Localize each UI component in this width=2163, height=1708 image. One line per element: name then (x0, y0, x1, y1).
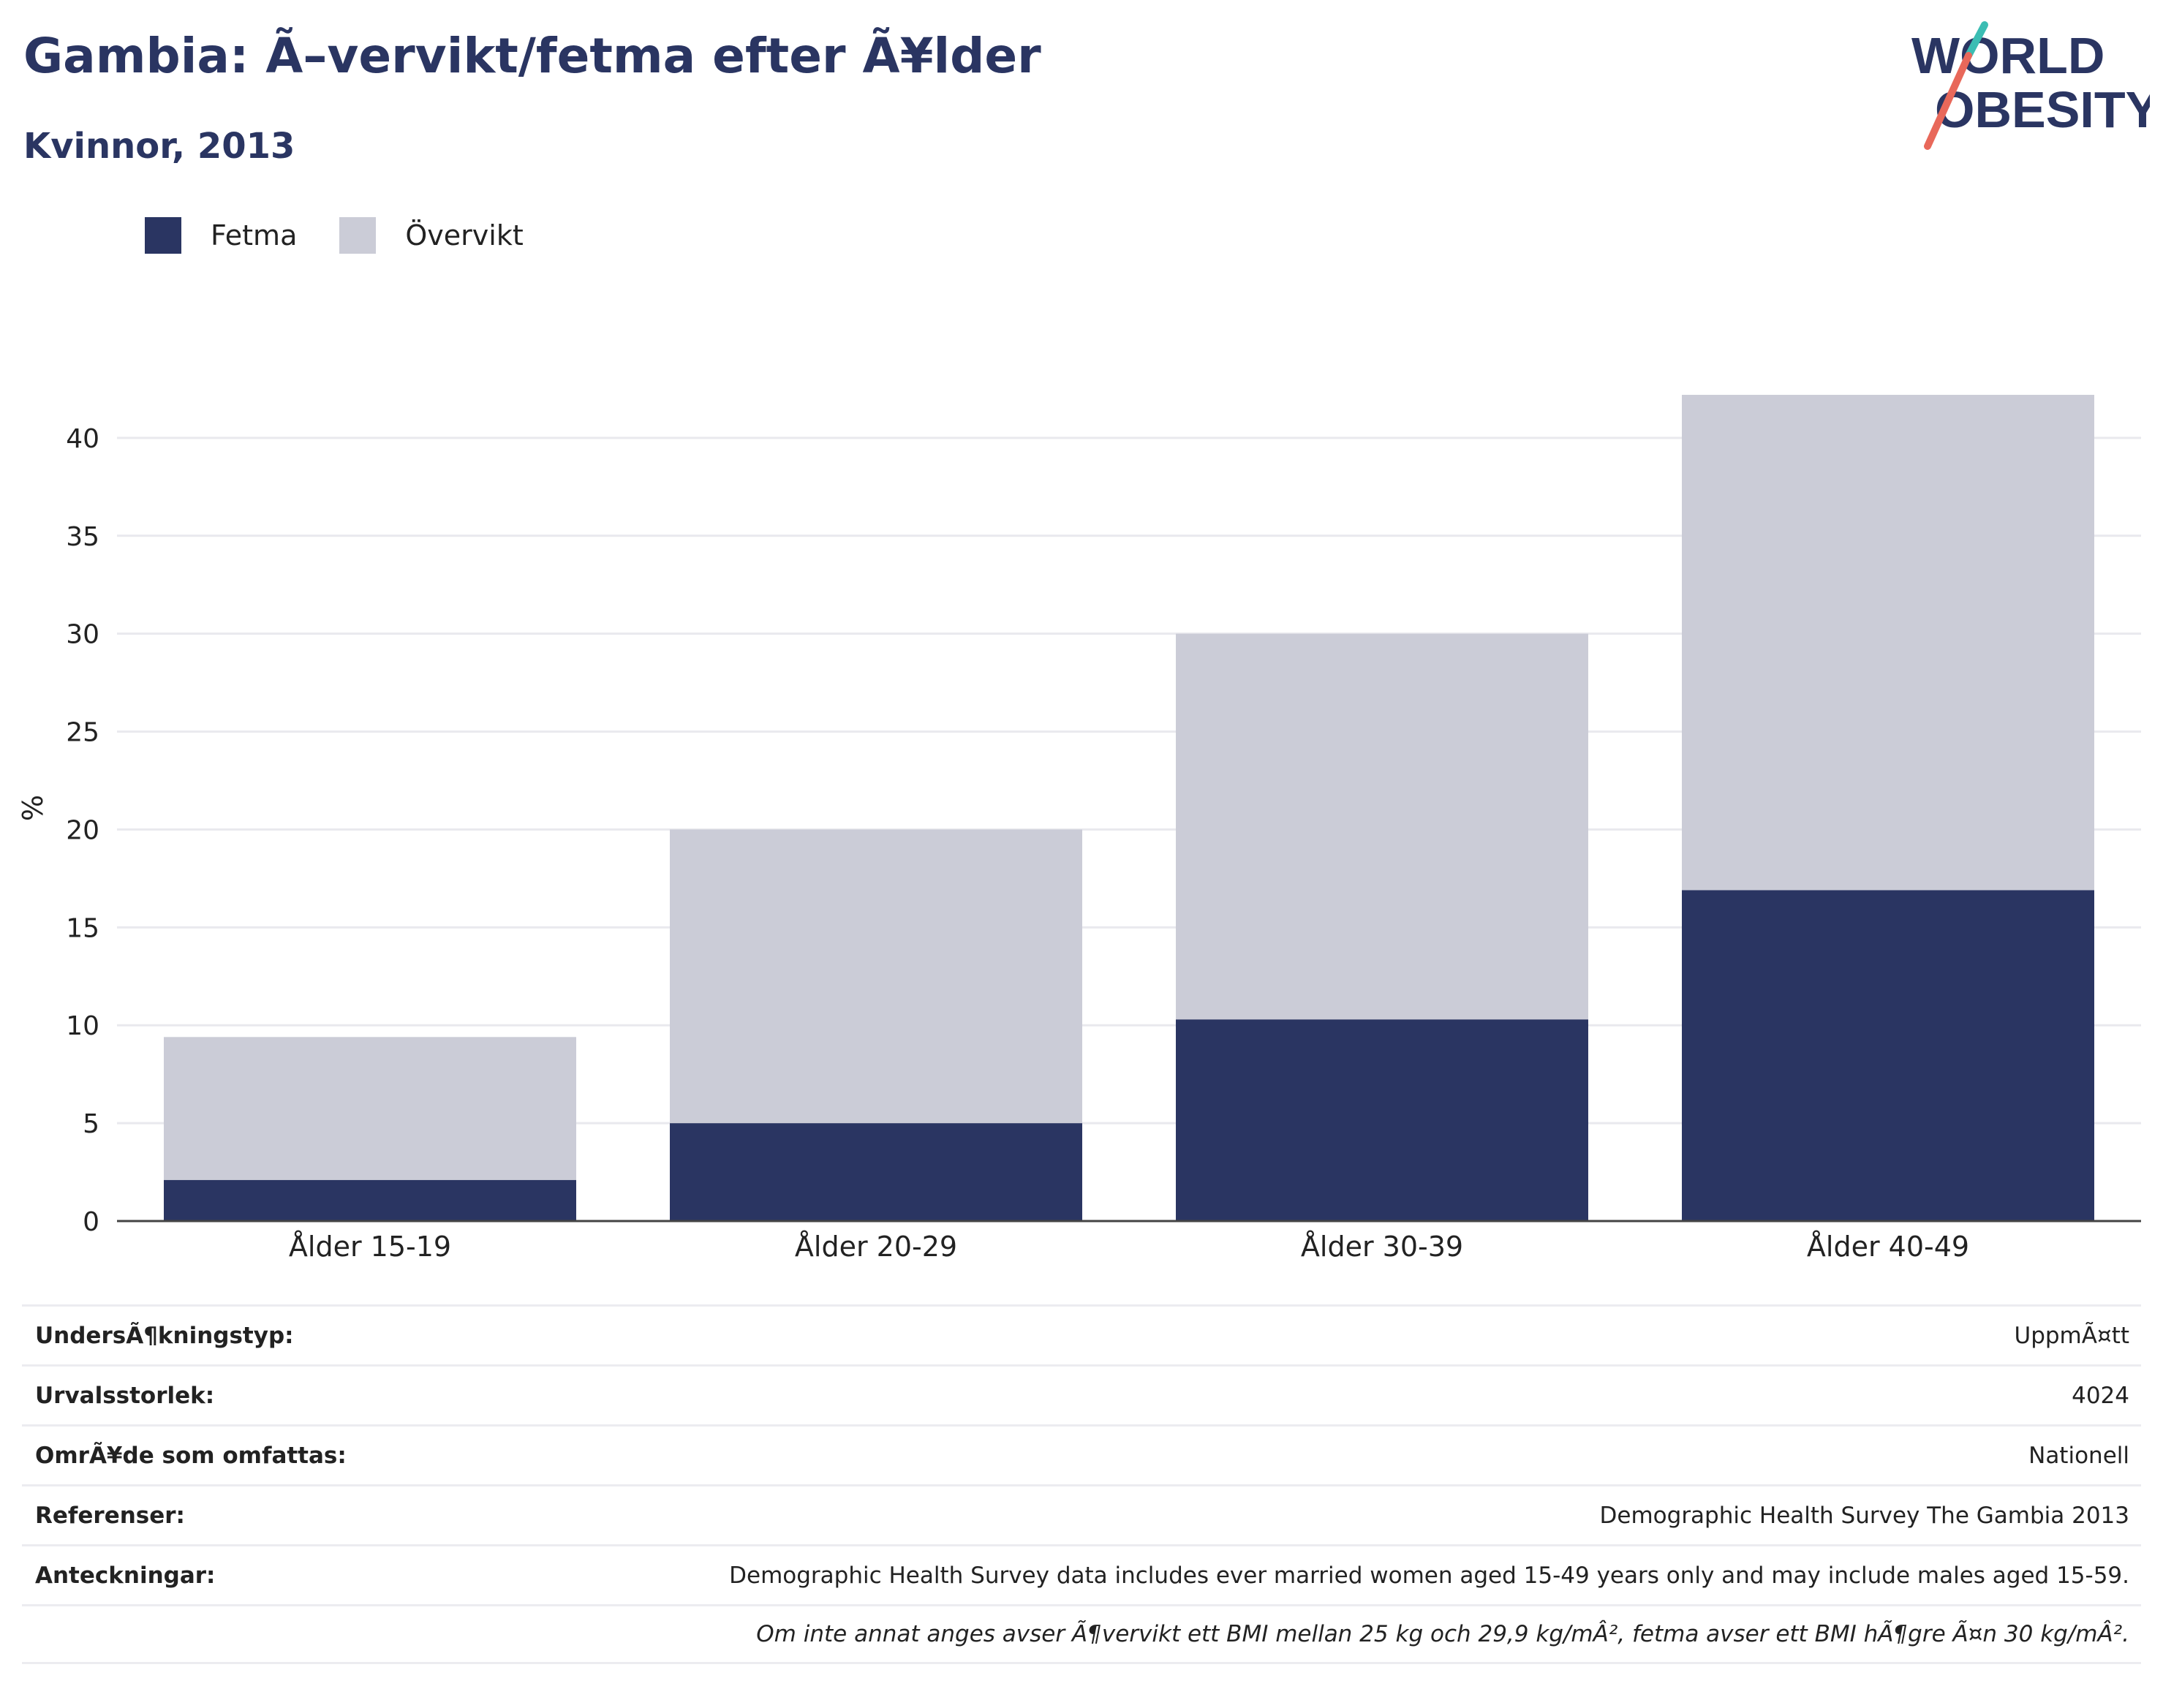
info-value: Demographic Health Survey The Gambia 201… (1599, 1502, 2129, 1529)
y-tick-label: 35 (66, 522, 99, 552)
x-tick-label: Ålder 40-49 (1807, 1231, 1969, 1263)
info-label: Anteckningar: (35, 1562, 216, 1589)
bar-fetma[interactable] (1176, 1019, 1588, 1221)
legend-label-fetma: Fetma (211, 219, 298, 252)
info-row-survey-type: UndersÃ¶kningstyp: UppmÃ¤tt (22, 1304, 2141, 1364)
chart-title: Gambia: Ã–vervikt/fetma efter Ã¥lder (23, 28, 1041, 84)
info-footnote: Om inte annat anges avser Ã¶vervikt ett … (756, 1621, 2129, 1647)
x-tick-label: Ålder 20-29 (795, 1231, 957, 1263)
logo-slash-bottom (1924, 52, 1972, 150)
logo-slash-top (1965, 21, 1988, 59)
bar-overvikt[interactable] (1176, 633, 1588, 1020)
legend-item-fetma[interactable]: Fetma (145, 217, 297, 254)
info-row-sample-size: Urvalsstorlek: 4024 (22, 1364, 2141, 1424)
y-tick-label: 20 (66, 815, 99, 845)
legend-label-overvikt: Övervikt (405, 219, 524, 252)
bars (164, 395, 2094, 1221)
y-tick-label: 10 (66, 1011, 99, 1041)
info-value: UppmÃ¤tt (2014, 1322, 2129, 1349)
x-tick-label: Ålder 30-39 (1301, 1231, 1463, 1263)
bar-fetma[interactable] (670, 1123, 1082, 1221)
bar-fetma[interactable] (1682, 890, 2094, 1221)
info-label: Urvalsstorlek: (35, 1382, 215, 1409)
y-axis-label: % (17, 795, 49, 821)
info-row-coverage: OmrÃ¥de som omfattas: Nationell (22, 1424, 2141, 1484)
bar-overvikt[interactable] (670, 829, 1082, 1124)
bar-overvikt[interactable] (164, 1037, 576, 1180)
info-row-notes: Anteckningar: Demographic Health Survey … (22, 1544, 2141, 1604)
y-tick-label: 5 (83, 1109, 99, 1139)
world-obesity-logo: WORLD OBESITY (1911, 21, 2150, 150)
bar-overvikt[interactable] (1682, 395, 2094, 891)
logo-line2: OBESITY (1935, 81, 2150, 138)
bar-fetma[interactable] (164, 1179, 576, 1221)
y-tick-label: 30 (66, 620, 99, 650)
info-row-references: Referenser: Demographic Health Survey Th… (22, 1484, 2141, 1544)
x-tick-label: Ålder 15-19 (289, 1231, 451, 1263)
info-label: OmrÃ¥de som omfattas: (35, 1442, 347, 1469)
legend-swatch-fetma (145, 217, 181, 254)
info-label: UndersÃ¶kningstyp: (35, 1322, 294, 1349)
y-tick-label: 15 (66, 913, 99, 943)
x-tick-labels: Ålder 15-19 Ålder 20-29 Ålder 30-39 Ålder 4… (289, 1231, 1969, 1263)
info-row-footnote: Om inte annat anges avser Ã¶vervikt ett … (22, 1604, 2141, 1664)
chart-subtitle: Kvinnor, 2013 (23, 126, 295, 167)
logo-line1: WORLD (1911, 27, 2105, 84)
legend-swatch-overvikt (339, 217, 377, 254)
info-value: Demographic Health Survey data includes … (729, 1562, 2129, 1589)
y-tick-labels: 0 5 10 15 20 25 30 35 40 (66, 424, 99, 1237)
info-label: Referenser: (35, 1502, 185, 1529)
info-value: Nationell (2028, 1442, 2129, 1469)
y-tick-label: 40 (66, 424, 99, 454)
info-table: UndersÃ¶kningstyp: UppmÃ¤tt Urvalsstorle… (22, 1304, 2141, 1664)
chart-legend: Fetma Övervikt (145, 215, 566, 256)
info-value: 4024 (2072, 1382, 2129, 1409)
y-tick-label: 25 (66, 718, 99, 748)
y-tick-label: 0 (83, 1207, 99, 1237)
legend-item-overvikt[interactable]: Övervikt (339, 217, 524, 254)
